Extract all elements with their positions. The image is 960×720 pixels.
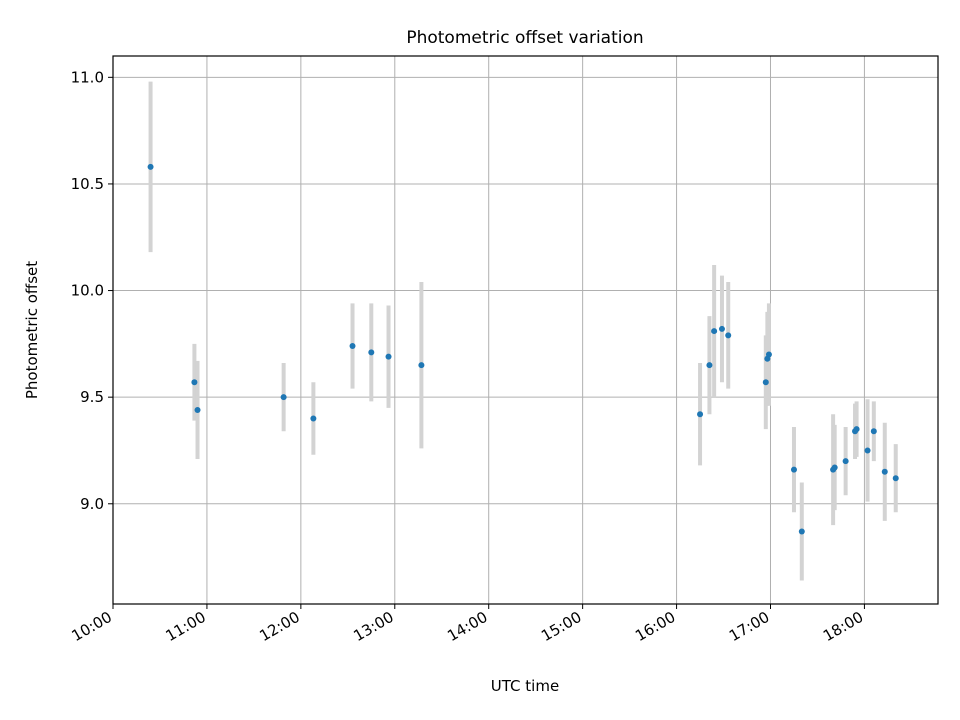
data-point (194, 406, 201, 413)
data-point (418, 362, 425, 369)
data-point (697, 411, 704, 418)
data-point (385, 353, 392, 360)
data-point (310, 415, 317, 422)
data-point (870, 428, 877, 435)
data-point (706, 362, 713, 369)
y-tick-label: 10.0 (71, 282, 104, 300)
data-point (790, 466, 797, 473)
data-point (368, 349, 375, 356)
plot-frame (112, 55, 939, 605)
y-tick-label: 9.0 (80, 495, 104, 513)
chart-title: Photometric offset variation (406, 28, 643, 48)
data-point (191, 379, 198, 386)
data-point (881, 468, 888, 475)
data-point (280, 394, 287, 401)
x-axis-label: UTC time (491, 677, 559, 695)
data-point (853, 426, 860, 433)
data-point (147, 163, 154, 170)
y-tick-label: 10.5 (71, 175, 104, 193)
y-axis-label: Photometric offset (23, 261, 41, 399)
data-point (711, 328, 718, 335)
data-point (765, 351, 772, 358)
data-point (892, 475, 899, 482)
y-tick-label: 9.5 (80, 388, 104, 406)
data-points (147, 163, 899, 535)
data-point (718, 325, 725, 332)
data-point (842, 458, 849, 465)
data-point (864, 447, 871, 454)
data-point (725, 332, 732, 339)
y-tick-label: 11.0 (71, 68, 104, 86)
data-point (798, 528, 805, 535)
data-point (349, 342, 356, 349)
data-point (762, 379, 769, 386)
data-point (831, 464, 838, 471)
